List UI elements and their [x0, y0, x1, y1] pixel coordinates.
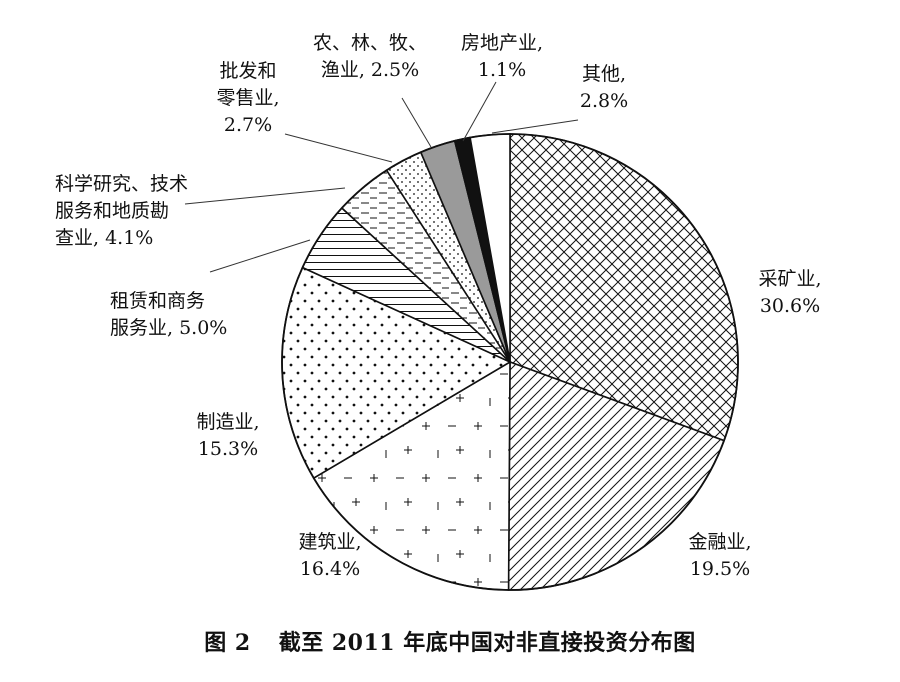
- slice-label-line: 采矿业,: [758, 268, 821, 290]
- slice-label-line: 农、林、牧、: [313, 32, 427, 54]
- slice-label-line: 服务和地质勘: [55, 200, 169, 222]
- slice-label: 建筑业, 16.4%: [298, 531, 361, 580]
- pie-outline: [281, 133, 739, 591]
- slice-label: 农、林、牧、渔业, 2.5%: [313, 32, 427, 81]
- leader-line: [284, 133, 393, 163]
- slice-label-line: 租赁和商务: [110, 290, 205, 312]
- slice-label-line: 其他,: [582, 63, 626, 85]
- slice-label-line: 16.4%: [300, 558, 360, 580]
- slice-label-line: 批发和: [219, 60, 276, 82]
- leader-line: [491, 119, 579, 134]
- slice-label-line: 建筑业,: [298, 531, 361, 553]
- slice-label-line: 服务业, 5.0%: [110, 317, 227, 339]
- caption-text: 截至 2011 年底中国对非直接投资分布图: [278, 630, 696, 656]
- leader-line: [401, 97, 432, 148]
- slice-label: 科学研究、技术服务和地质勘查业, 4.1%: [55, 173, 188, 249]
- leader-lines: [184, 81, 579, 273]
- figure-caption: 图 2 截至 2011 年底中国对非直接投资分布图: [0, 625, 900, 657]
- figure-number: 图 2: [204, 630, 251, 656]
- slice-label-line: 15.3%: [198, 438, 258, 460]
- slice-label: 采矿业, 30.6%: [758, 268, 821, 317]
- slice-label-line: 查业, 4.1%: [55, 227, 153, 249]
- slice-labels: 采矿业, 30.6% 金融业, 19.5% 建筑业, 16.4% 制造业, 15.3% 租赁和商…: [55, 32, 822, 580]
- slice-label-line: 零售业,: [216, 87, 279, 109]
- slice-label-line: 科学研究、技术: [55, 173, 188, 195]
- slice-label-line: 30.6%: [760, 295, 820, 317]
- slice-label: 其他, 2.8%: [580, 63, 628, 112]
- leader-line: [209, 239, 311, 273]
- slice-label-line: 19.5%: [690, 558, 750, 580]
- slice-label-line: 渔业, 2.5%: [321, 59, 419, 81]
- slice-label: 房地产业, 1.1%: [461, 32, 543, 81]
- slice-label-line: 2.8%: [580, 90, 628, 112]
- slice-label-line: 金融业,: [688, 531, 751, 553]
- slice-label-line: 制造业,: [196, 411, 259, 433]
- pie-chart: 采矿业, 30.6% 金融业, 19.5% 建筑业, 16.4% 制造业, 15.3% 租赁和商…: [55, 32, 822, 591]
- slice-label-line: 1.1%: [478, 59, 526, 81]
- slice-label: 制造业, 15.3%: [196, 411, 259, 460]
- leader-line: [184, 187, 346, 205]
- slice-label-line: 房地产业,: [461, 32, 543, 54]
- slice-label: 租赁和商务服务业, 5.0%: [110, 290, 227, 339]
- pie-slices: [281, 133, 739, 591]
- slice-label: 金融业, 19.5%: [688, 531, 751, 580]
- slice-label-line: 2.7%: [224, 114, 272, 136]
- slice-label: 批发和零售业, 2.7%: [216, 60, 279, 136]
- leader-line: [462, 81, 497, 142]
